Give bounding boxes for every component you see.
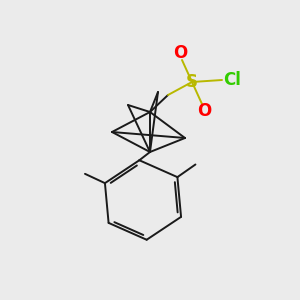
- Text: O: O: [197, 102, 211, 120]
- Text: S: S: [186, 73, 198, 91]
- Text: Cl: Cl: [223, 71, 241, 89]
- Text: O: O: [173, 44, 187, 62]
